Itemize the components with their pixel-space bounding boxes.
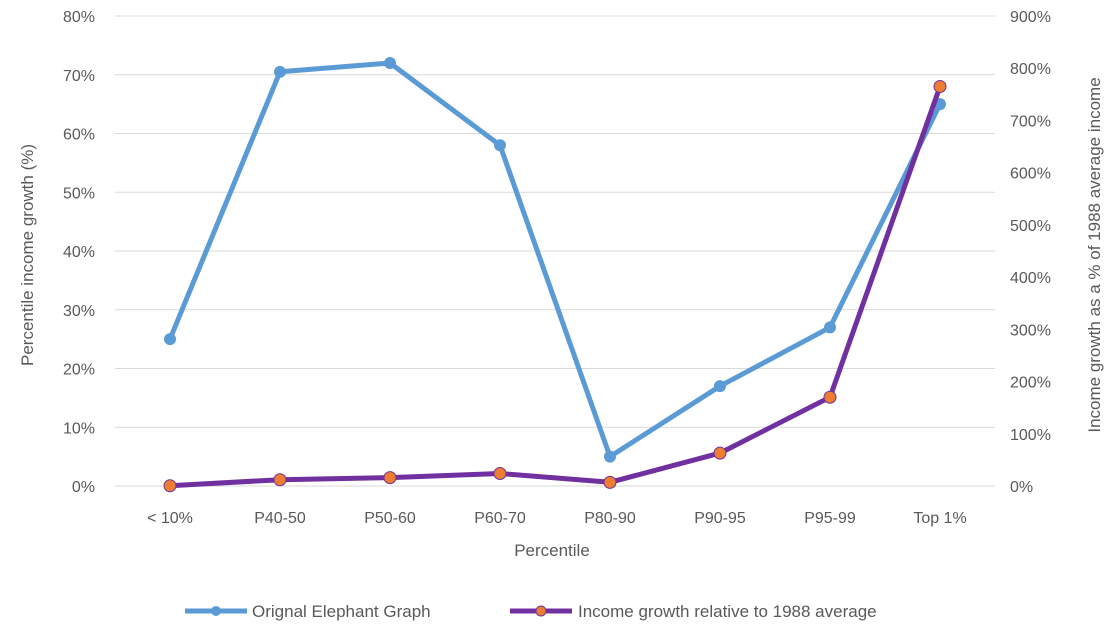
right-axis-ticks: 0% 100% 200% 300% 400% 500% 600% 700% 800% 900% (1010, 9, 1051, 496)
x-tick-label: P80-90 (584, 510, 636, 527)
series-1-point (384, 57, 396, 69)
left-tick-label: 60% (63, 127, 95, 144)
series-1-point (494, 139, 506, 152)
series-lines (163, 57, 947, 493)
left-tick-label: 30% (63, 303, 95, 320)
right-tick-label: 800% (1010, 61, 1051, 78)
legend-swatch-marker-2 (535, 605, 547, 617)
right-axis-label: Income growth as a % of 1988 average inc… (1085, 77, 1104, 432)
x-tick-label: P60-70 (474, 510, 526, 527)
series-2-point (713, 446, 727, 460)
left-tick-label: 70% (63, 68, 95, 85)
left-axis-label: Percentile income growth (%) (18, 144, 37, 366)
left-tick-label: 20% (63, 362, 95, 379)
series-2-point (933, 80, 947, 93)
series-2-point (823, 390, 837, 404)
right-tick-label: 400% (1010, 270, 1051, 287)
gridlines (115, 15, 995, 487)
left-axis-ticks: 0% 10% 20% 30% 40% 50% 60% 70% 80% (63, 9, 95, 496)
series-2-point (383, 471, 397, 485)
legend-swatch-marker-1 (211, 606, 221, 616)
right-tick-label: 500% (1010, 218, 1051, 235)
series-line-2 (167, 84, 943, 489)
legend-label-1: Orignal Elephant Graph (252, 602, 431, 621)
series-2-point (493, 466, 507, 480)
series-2-point (163, 479, 177, 493)
x-tick-label: P95-99 (804, 510, 856, 527)
left-tick-label: 40% (63, 244, 95, 261)
right-tick-label: 900% (1010, 9, 1051, 26)
left-tick-label: 10% (63, 420, 95, 437)
left-tick-label: 0% (72, 479, 95, 496)
series-1-point (164, 333, 176, 346)
left-tick-label: 80% (63, 9, 95, 26)
series-2-point (273, 473, 287, 487)
x-tick-label: P50-60 (364, 510, 416, 527)
series-1-point (604, 450, 616, 463)
left-tick-label: 50% (63, 185, 95, 202)
right-tick-label: 700% (1010, 113, 1051, 130)
legend-label-2: Income growth relative to 1988 average (578, 602, 877, 621)
right-tick-label: 0% (1010, 479, 1033, 496)
x-axis-label: Percentile (514, 541, 590, 560)
right-tick-label: 100% (1010, 427, 1051, 444)
x-tick-label: P90-95 (694, 510, 746, 527)
series-line-1 (167, 60, 943, 460)
series-2-point (603, 475, 617, 489)
series-1-point (714, 380, 726, 393)
x-tick-label: Top 1% (913, 510, 966, 527)
right-tick-label: 300% (1010, 322, 1051, 339)
x-tick-label: < 10% (147, 510, 193, 527)
right-tick-label: 200% (1010, 375, 1051, 392)
x-axis-ticks: < 10% P40-50 P50-60 P60-70 P80-90 P90-95 P95-9… (147, 510, 967, 527)
legend: Orignal Elephant Graph Income growth rela… (185, 602, 877, 621)
x-tick-label: P40-50 (254, 510, 306, 527)
right-tick-label: 600% (1010, 166, 1051, 183)
series-1-point (274, 65, 286, 78)
series-1-point (824, 321, 836, 334)
